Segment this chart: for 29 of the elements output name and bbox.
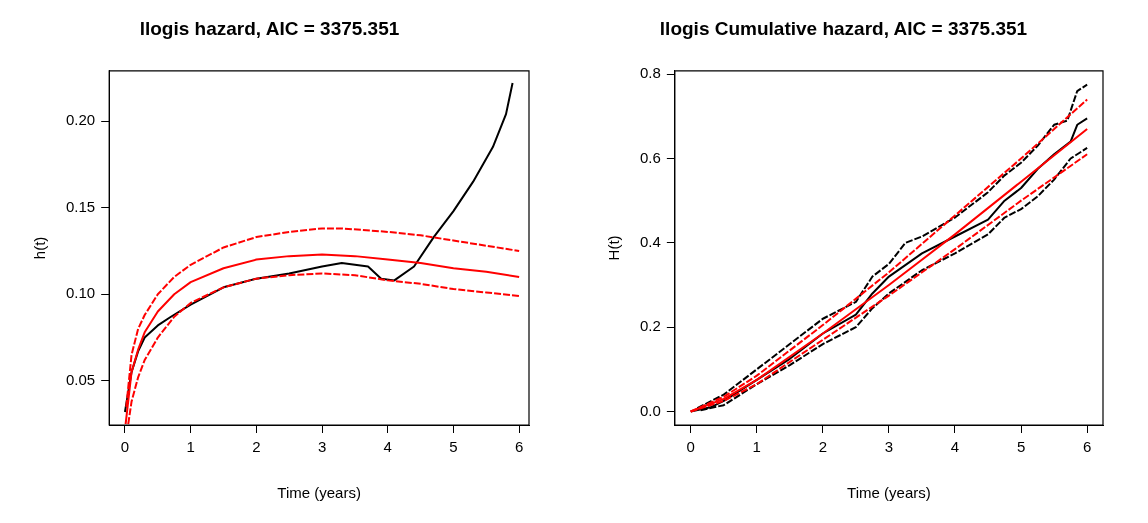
y-axis-title: h(t)	[31, 236, 49, 260]
y-tick-label: 0.10	[65, 284, 96, 302]
x-tick-label: 2	[252, 438, 261, 456]
x-tick-label: 5	[1016, 438, 1026, 456]
y-tick-label: 0.15	[65, 197, 96, 215]
x-tick-label: 6	[1082, 438, 1092, 456]
y-tick-label: 0.6	[639, 148, 661, 166]
x-tick-label: 4	[950, 438, 960, 456]
y-tick-label: 0.2	[639, 317, 661, 335]
chart-title: llogis Cumulative hazard, AIC = 3375.351	[659, 17, 1028, 39]
x-tick-label: 3	[884, 438, 894, 456]
x-tick-label: 1	[752, 438, 761, 456]
x-tick-label: 0	[120, 438, 130, 456]
x-tick-label: 3	[317, 438, 327, 456]
x-tick-label: 0	[686, 438, 695, 456]
x-axis-title: Time (years)	[847, 484, 931, 502]
y-axis-title: H(t)	[605, 235, 623, 261]
y-tick-label: 0.0	[639, 401, 661, 419]
x-tick-label: 5	[449, 438, 458, 456]
x-tick-label: 1	[186, 438, 195, 456]
y-tick-label: 0.20	[65, 111, 96, 129]
x-axis-title: Time (years)	[277, 484, 361, 502]
x-tick-label: 6	[514, 438, 524, 456]
x-tick-label: 4	[383, 438, 392, 456]
chart-title: llogis hazard, AIC = 3375.351	[139, 17, 400, 39]
y-tick-label: 0.05	[65, 370, 96, 388]
y-tick-label: 0.4	[639, 232, 661, 250]
y-tick-label: 0.8	[639, 64, 661, 82]
x-tick-label: 2	[818, 438, 828, 456]
